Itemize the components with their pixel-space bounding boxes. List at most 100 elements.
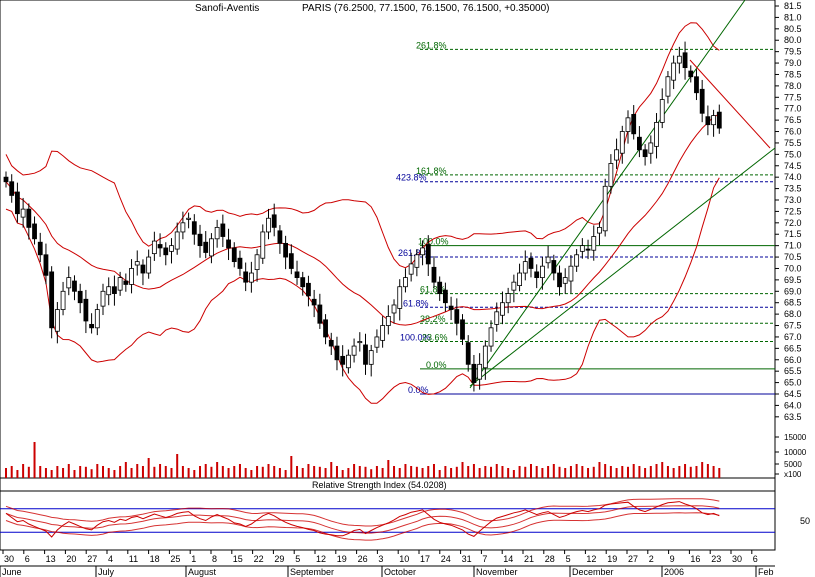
volume-bar [684, 464, 687, 478]
date-tick-label: 8 [212, 554, 217, 564]
volume-bar [56, 466, 59, 478]
price-tick-label: 70.0 [784, 263, 802, 273]
volume-bar [450, 468, 453, 478]
candle-body [682, 52, 688, 69]
volume-bar [159, 464, 162, 478]
volume-bar [712, 466, 715, 478]
price-tick-label: 71.0 [784, 241, 802, 251]
volume-bar [79, 466, 82, 478]
volume-bar [341, 470, 344, 478]
bollinger-lower [5, 177, 720, 404]
bollinger-bands [5, 22, 720, 404]
rsi-band-upper [5, 498, 720, 527]
volume-bar [581, 466, 584, 478]
candle-body [32, 223, 37, 240]
date-tick-label: 29 [274, 554, 284, 564]
candle-body [625, 117, 631, 132]
price-tick-label: 80.0 [784, 35, 802, 45]
candle-body [448, 305, 454, 310]
volume-bar [529, 464, 532, 478]
volume-bar [33, 442, 36, 478]
candle-body [248, 272, 254, 283]
volume-bar [358, 466, 361, 478]
volume-bar [324, 468, 327, 478]
volume-bars [5, 442, 721, 478]
fib-label: 261.8% [398, 248, 429, 258]
volume-bar [238, 464, 241, 478]
price-tick-label: 76.5 [784, 115, 802, 125]
volume-bar [136, 464, 139, 478]
candle-body [408, 263, 414, 275]
date-tick-label: 25 [170, 554, 180, 564]
volume-bar [113, 470, 116, 478]
volume-bar [535, 466, 538, 478]
candle-body [254, 254, 260, 271]
date-tick-label: 5 [295, 554, 300, 564]
date-tick-label: 19 [607, 554, 617, 564]
volume-bar [432, 464, 435, 478]
month-label: Feb [758, 567, 774, 577]
candle-body [500, 302, 505, 316]
volume-bar [638, 466, 641, 478]
candle-body [151, 240, 157, 255]
volume-bar [649, 466, 652, 478]
price-tick-label: 64.5 [784, 389, 802, 399]
volume-bar [44, 468, 47, 478]
candle-body [579, 245, 585, 252]
price-tick-label: 77.5 [784, 92, 802, 102]
volume-bar [689, 466, 692, 478]
volume-bar [706, 464, 709, 478]
volume-bar [666, 466, 669, 478]
candle-body [77, 290, 83, 304]
volume-bar [5, 468, 7, 478]
candle-body [328, 339, 334, 347]
volume-bar [718, 468, 721, 478]
volume-bar [701, 462, 704, 478]
candle-body [294, 271, 300, 278]
date-tick-label: 10 [399, 554, 409, 564]
price-tick-label: 65.5 [784, 366, 802, 376]
candle-body [112, 286, 117, 294]
candle-body [49, 271, 55, 329]
date-tick-label: 12 [316, 554, 326, 564]
date-tick-label: 21 [524, 554, 534, 564]
date-tick-label: 28 [545, 554, 555, 564]
quote-info: PARIS (76.2500, 77.1500, 76.1500, 76.150… [302, 3, 550, 14]
volume-bar [501, 466, 504, 478]
candle-body [94, 309, 100, 329]
candle-body [431, 266, 437, 283]
volume-bar [204, 464, 207, 478]
date-tick-label: 22 [254, 554, 264, 564]
candle-body [197, 233, 203, 247]
rsi-indicator [0, 498, 775, 541]
volume-bar [644, 468, 647, 478]
volume-bar [216, 462, 219, 478]
candle-body [642, 149, 648, 158]
volume-bar [261, 466, 264, 478]
volume-tick-label: 15000 [784, 433, 807, 442]
rsi-band-lower [5, 512, 720, 541]
volume-bar [467, 466, 470, 478]
volume-bar [210, 466, 213, 478]
candle-body [209, 238, 214, 257]
price-tick-label: 69.0 [784, 286, 802, 296]
volume-bar [227, 468, 230, 478]
volume-bar [484, 466, 487, 478]
volume-bar [621, 466, 624, 478]
volume-bar [10, 466, 13, 478]
candle-body [442, 289, 448, 304]
date-tick-label: 18 [150, 554, 160, 564]
candle-body [146, 256, 152, 274]
date-tick-label: 30 [4, 554, 14, 564]
candle-body [100, 290, 106, 307]
price-tick-label: 81.5 [784, 1, 802, 11]
candle-body [134, 261, 140, 266]
candle-body [43, 254, 49, 276]
volume-bar [598, 462, 601, 478]
candle-body [568, 265, 574, 282]
candle-body [505, 293, 511, 304]
price-candles [3, 41, 722, 392]
date-tick-label: 27 [628, 554, 638, 564]
candle-body [271, 214, 277, 228]
candle-body [368, 350, 374, 365]
